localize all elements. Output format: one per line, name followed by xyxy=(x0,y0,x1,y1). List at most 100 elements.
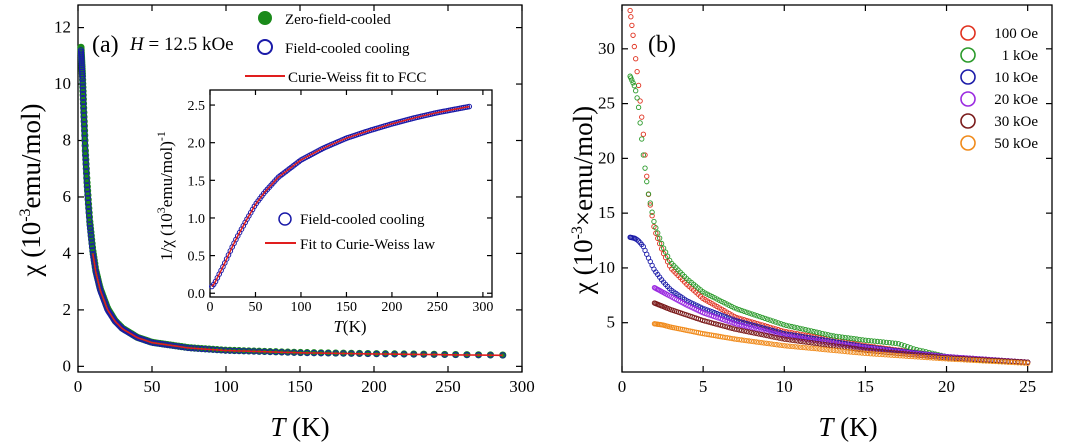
series-1-koe-point xyxy=(797,325,803,332)
series-1-koe-point xyxy=(728,303,735,310)
series-50-koe-point xyxy=(977,357,983,364)
series-1-koe-point xyxy=(816,330,823,336)
series-20-koe-point xyxy=(803,336,809,342)
series-1-koe-point xyxy=(631,83,637,89)
fcc-point xyxy=(86,216,93,223)
series-50-koe-point xyxy=(789,343,796,350)
a-x-axis-title: T (K) xyxy=(270,412,329,442)
a-y-tick-label: 12 xyxy=(54,18,71,37)
series-30-koe-point xyxy=(776,335,783,341)
series-1-koe-point xyxy=(800,326,806,332)
b-x-tick-label: 15 xyxy=(857,377,874,396)
series-50-koe-point xyxy=(814,346,820,352)
series-50-koe-point xyxy=(973,357,980,364)
series-100-oe-point xyxy=(649,213,655,219)
fcc-point xyxy=(85,208,92,215)
panel-a: 0 50 100 150 200 250 300 0 2 4 6 8 10 12 T (K) χ (10-3e… xyxy=(16,4,535,442)
series-50-koe-point xyxy=(805,345,812,351)
fcc-point xyxy=(80,103,87,110)
inset-x-tick-label: 50 xyxy=(248,300,262,315)
series-30-koe-point xyxy=(746,329,752,335)
series-100-oe-point xyxy=(629,22,635,29)
series-1-koe-point xyxy=(814,329,820,335)
series-50-koe-point xyxy=(1005,359,1011,365)
series-1-koe-point xyxy=(657,235,663,241)
series-100-oe-point xyxy=(631,43,637,50)
legend-50-koe-marker xyxy=(960,135,976,151)
b-x-tick-label: 0 xyxy=(618,377,627,396)
series-50-koe-point xyxy=(964,357,970,363)
series-50-koe-point xyxy=(999,359,1005,365)
series-30-koe-point xyxy=(864,347,871,353)
series-1-koe-point xyxy=(831,333,837,339)
inset-y-tick-label: 1.5 xyxy=(188,174,206,189)
series-50-koe-point xyxy=(879,351,885,358)
series-20-koe-point xyxy=(797,335,804,341)
series-50-koe-point xyxy=(955,356,961,363)
series-30-koe-point xyxy=(873,348,880,354)
series-1-koe-point xyxy=(828,332,834,339)
series-1-koe-point xyxy=(836,334,843,340)
series-20-koe-point xyxy=(746,324,752,330)
series-100-oe-point xyxy=(640,131,647,137)
series-50-koe-point xyxy=(862,350,868,356)
series-1-koe-point xyxy=(639,136,645,142)
series-30-koe-point xyxy=(741,328,747,334)
inset-x-tick-label: 100 xyxy=(290,300,311,315)
series-1-koe-point xyxy=(805,327,811,333)
inset-x-tick-label: 300 xyxy=(472,300,493,315)
a-x-tick-label: 200 xyxy=(361,377,387,396)
inset: 0 50 100 150 200 250 300 0.0 0.5 1.0 1.5 2.0 2.5 T(K)… xyxy=(154,89,493,336)
series-20-koe-point xyxy=(710,313,717,320)
series-1-koe-point xyxy=(825,332,831,338)
series-50-koe-point xyxy=(768,341,775,347)
series-50-koe-point xyxy=(1015,360,1021,366)
fcc-point xyxy=(82,163,90,170)
series-100-oe-point xyxy=(634,68,640,75)
legend-1-koe-label: 1 kOe xyxy=(1002,48,1039,64)
b-y-axis-title: χ (10-3×emu/mol) xyxy=(568,106,598,295)
series-1-koe-point xyxy=(762,315,768,322)
b-y-tick-label: 25 xyxy=(598,94,615,113)
series-20-koe-point xyxy=(734,321,740,327)
series-50-koe-point xyxy=(961,357,967,363)
series-50-koe-point xyxy=(967,357,973,363)
inset-y-tick-label: 2.5 xyxy=(188,99,206,114)
series-1-koe-point xyxy=(842,334,848,341)
series-100-oe-point xyxy=(644,173,650,179)
fcc-point xyxy=(78,54,85,61)
series-1-koe-point xyxy=(854,336,860,342)
series-30-koe-point xyxy=(751,330,757,336)
series-50-koe-point xyxy=(924,354,930,361)
series-30-koe-point xyxy=(870,348,877,354)
series-1-koe-point xyxy=(647,200,653,206)
series-50-koe-point xyxy=(933,355,939,361)
series-1-koe-point xyxy=(871,338,878,344)
series-50-koe-point xyxy=(930,355,936,361)
series-50-koe-point xyxy=(897,353,903,359)
series-20-koe-point xyxy=(720,316,726,323)
series-1-koe-point xyxy=(839,334,845,340)
series-20-koe-point xyxy=(708,312,715,319)
series-50-koe-point xyxy=(800,344,806,351)
series-100-oe-point xyxy=(630,32,636,38)
series-1-koe-point xyxy=(848,335,854,341)
fcc-point xyxy=(107,311,115,319)
legend-fit-label: Curie-Weiss fit to FCC xyxy=(288,70,426,86)
series-20-koe-point xyxy=(722,317,728,323)
series-30-koe-point xyxy=(727,325,733,331)
series-1-koe-point xyxy=(778,321,784,327)
series-30-koe-point xyxy=(722,323,728,330)
series-50-koe-point xyxy=(921,354,927,360)
series-30-koe-point xyxy=(882,349,888,355)
series-1-koe-point xyxy=(767,317,773,323)
series-100-oe-point xyxy=(655,235,661,242)
series-30-koe-point xyxy=(736,327,742,333)
series-50-koe-point xyxy=(980,358,986,364)
series-50-koe-point xyxy=(945,356,952,362)
series-1-koe-point xyxy=(886,340,893,346)
series-1-koe-point xyxy=(640,152,647,158)
fcc-point xyxy=(82,150,89,157)
inset-y-tick-label: 2.0 xyxy=(188,137,206,152)
series-1-koe-point xyxy=(770,318,776,324)
